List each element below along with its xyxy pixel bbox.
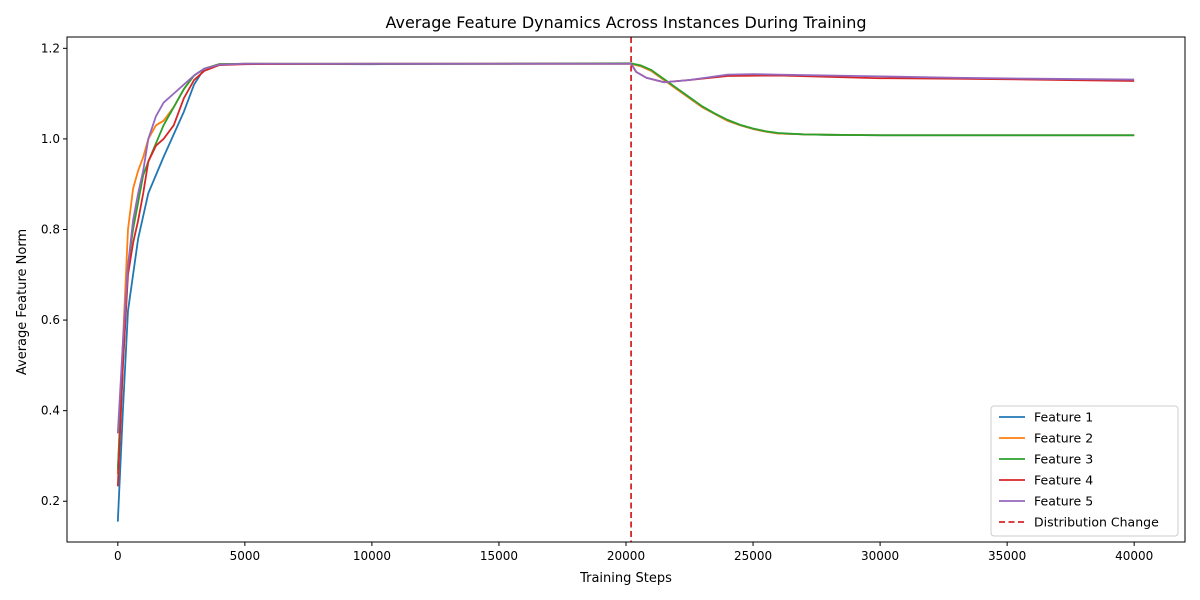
legend-label-feature-2: Feature 2 bbox=[1034, 431, 1093, 446]
legend-label-feature-3: Feature 3 bbox=[1034, 452, 1093, 467]
x-tick-label: 25000 bbox=[734, 549, 772, 563]
series-line-feature-5 bbox=[116, 62, 1135, 434]
legend-label-distribution-change: Distribution Change bbox=[1034, 515, 1159, 530]
x-axis: 0 5000 10000 15000 20000 25000 30000 35000 40000 bbox=[114, 542, 1153, 563]
legend-label-feature-5: Feature 5 bbox=[1034, 494, 1093, 509]
y-tick-label: 1.0 bbox=[41, 132, 60, 146]
legend-label-feature-1: Feature 1 bbox=[1034, 410, 1093, 425]
y-tick-label: 0.6 bbox=[41, 313, 60, 327]
x-tick-label: 35000 bbox=[988, 549, 1026, 563]
x-axis-title: Training Steps bbox=[579, 571, 672, 586]
y-tick-label: 0.4 bbox=[41, 404, 60, 418]
x-tick-label: 10000 bbox=[353, 549, 391, 563]
x-tick-label: 30000 bbox=[861, 549, 899, 563]
y-tick-label: 1.2 bbox=[41, 41, 60, 55]
y-axis-title: Average Feature Norm bbox=[15, 229, 30, 375]
series-line-feature-4 bbox=[116, 62, 1135, 487]
y-tick-label: 0.2 bbox=[41, 494, 60, 508]
x-tick-label: 0 bbox=[114, 549, 122, 563]
x-tick-label: 5000 bbox=[230, 549, 261, 563]
legend-box bbox=[990, 405, 1179, 537]
series-line-feature-2 bbox=[116, 62, 1135, 475]
chart-title: Average Feature Dynamics Across Instance… bbox=[385, 13, 866, 32]
y-axis: 0.2 0.4 0.6 0.8 1.0 1.2 bbox=[41, 41, 67, 508]
y-tick-label: 0.8 bbox=[41, 222, 60, 236]
x-tick-label: 20000 bbox=[607, 549, 645, 563]
legend-label-feature-4: Feature 4 bbox=[1034, 473, 1093, 488]
series-line-feature-3 bbox=[116, 62, 1135, 470]
legend: Feature 1 Feature 2 Feature 3 Feature 4 Feat… bbox=[990, 405, 1179, 537]
x-tick-label: 40000 bbox=[1115, 549, 1153, 563]
series-layer bbox=[116, 37, 1135, 542]
x-tick-label: 15000 bbox=[480, 549, 518, 563]
series-line-feature-1 bbox=[116, 62, 1135, 522]
